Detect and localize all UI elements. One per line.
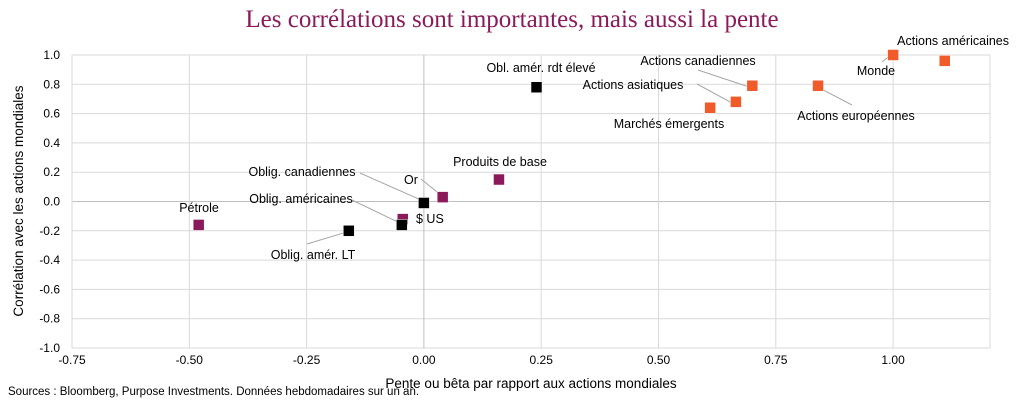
- data-label: Actions européennes: [797, 109, 914, 123]
- data-label: Actions américaines: [897, 34, 1009, 48]
- y-tick-label: -0.4: [39, 253, 60, 267]
- data-label: Marchés émergents: [614, 117, 724, 131]
- data-label: Actions asiatiques: [583, 78, 684, 92]
- data-label: $ US: [416, 212, 444, 226]
- chart-title: Les corrélations sont importantes, mais …: [245, 6, 779, 33]
- data-point: [493, 173, 505, 186]
- data-point: [887, 49, 899, 61]
- x-axis-label: Pente ou bêta par rapport aux actions mo…: [385, 376, 676, 391]
- y-tick-label: 1.0: [43, 48, 60, 62]
- data-point: [418, 197, 430, 209]
- data-label: Produits de base: [453, 155, 547, 169]
- data-point: [812, 80, 824, 92]
- data-label: Oblig. américaines: [249, 192, 353, 206]
- leader-line: [881, 56, 889, 63]
- data-point: [746, 80, 759, 92]
- leader-line: [359, 172, 422, 201]
- y-tick-label: 0.8: [43, 77, 60, 91]
- data-label: Obl. amér. rdt élevé: [486, 61, 595, 75]
- x-tick-label: -0.50: [176, 353, 204, 367]
- data-label: Oblig. amér. LT: [271, 248, 356, 262]
- leader-line: [820, 88, 853, 106]
- data-point: [192, 219, 205, 231]
- y-tick-label: 0.4: [43, 136, 60, 150]
- source-note: Sources : Bloomberg, Purpose Investments…: [8, 386, 420, 398]
- x-tick-label: 0.25: [530, 353, 554, 367]
- x-tick-label: 1.00: [881, 353, 905, 367]
- data-point: [343, 225, 355, 237]
- leader-line: [420, 178, 440, 195]
- data-label: Pétrole: [179, 201, 219, 215]
- data-label: Or: [404, 173, 418, 187]
- x-tick-label: -0.75: [58, 353, 86, 367]
- leader-line: [696, 83, 733, 104]
- data-point: [730, 96, 742, 108]
- x-tick-label: 0.00: [412, 353, 436, 367]
- data-label: Actions canadiennes: [640, 54, 755, 68]
- data-point: [938, 55, 951, 67]
- y-tick-label: -0.2: [39, 224, 60, 238]
- y-axis-label: Corrélation avec les actions mondiales: [11, 85, 26, 316]
- y-tick-label: 0.2: [43, 165, 60, 179]
- x-tick-label: 0.50: [647, 353, 671, 367]
- leader-line: [697, 69, 749, 88]
- leader-line: [306, 232, 344, 245]
- data-point: [704, 101, 716, 114]
- data-point: [530, 81, 543, 93]
- y-tick-label: 0.0: [43, 195, 60, 209]
- data-label: Oblig. canadiennes: [248, 165, 355, 179]
- data-label: Monde: [857, 64, 895, 78]
- x-tick-label: -0.25: [293, 353, 321, 367]
- leader-line: [351, 199, 401, 224]
- y-tick-label: -0.8: [39, 312, 60, 326]
- y-tick-label: -0.6: [39, 282, 60, 296]
- y-tick-label: 0.6: [43, 107, 60, 121]
- x-tick-label: 0.75: [764, 353, 788, 367]
- y-tick-label: -1.0: [39, 341, 60, 355]
- data-point: [396, 219, 408, 231]
- data-point: [436, 191, 449, 203]
